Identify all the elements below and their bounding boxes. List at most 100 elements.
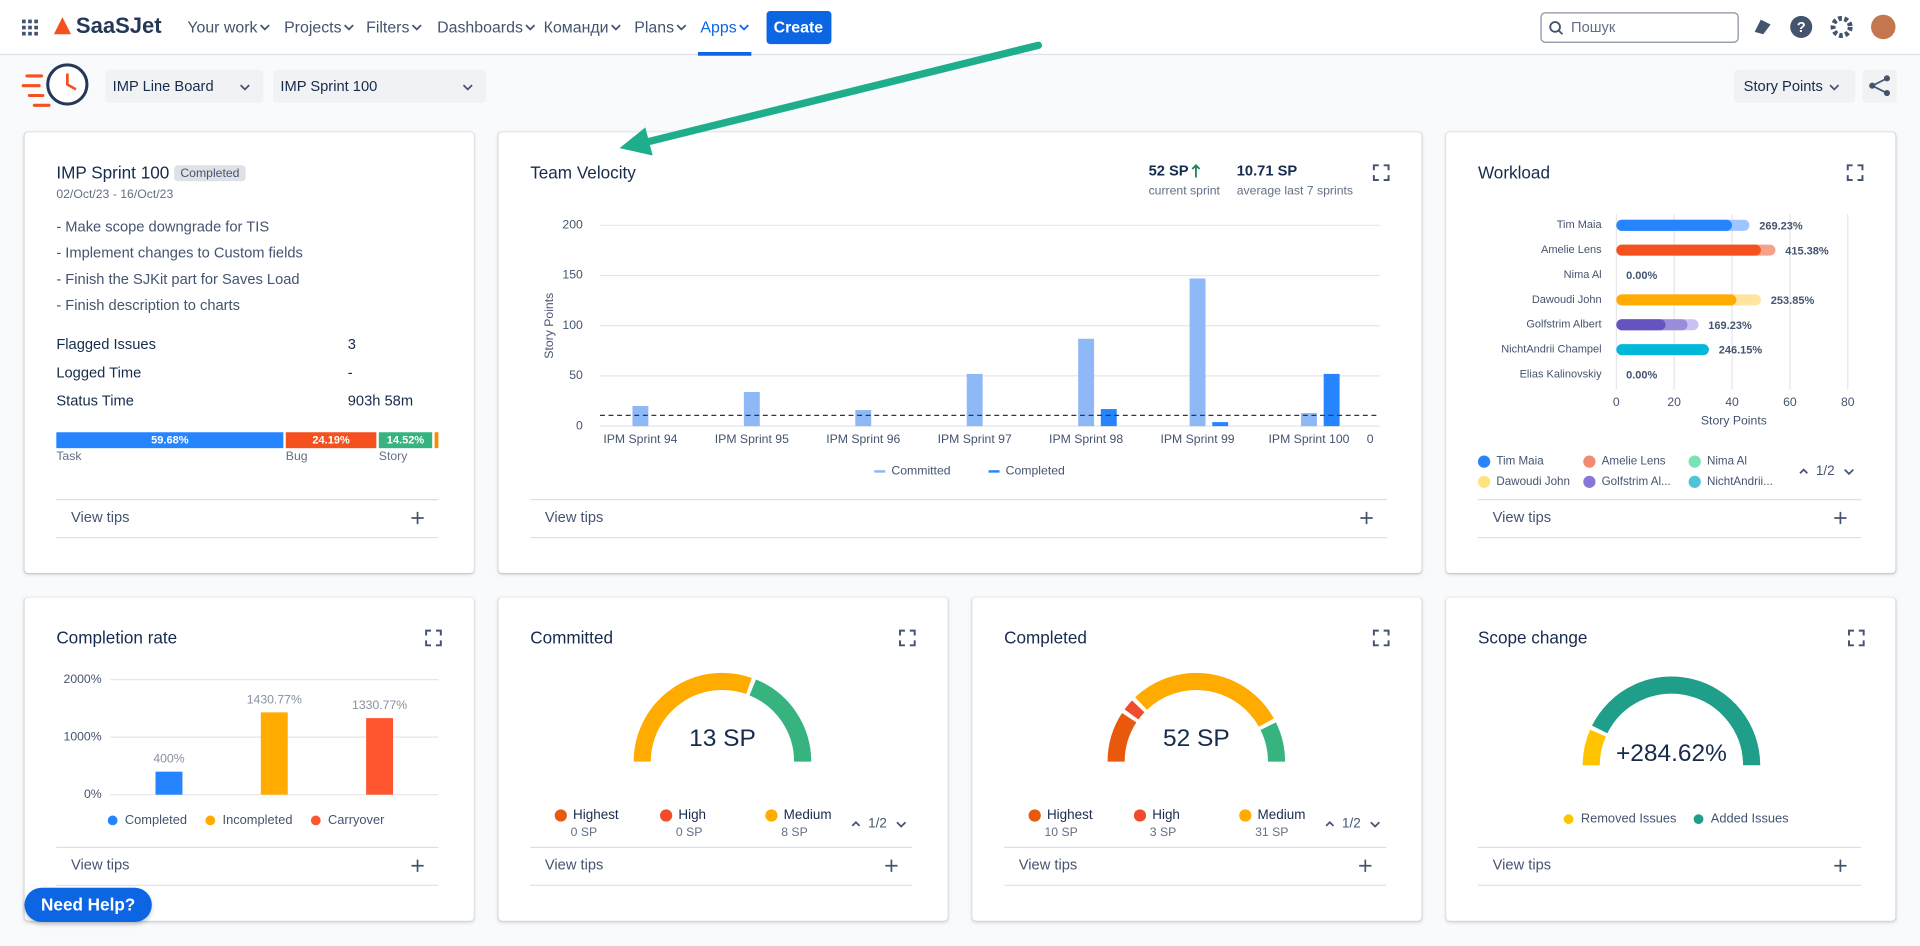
- gauge-center-label: 13 SP: [689, 725, 756, 752]
- help-button[interactable]: [24, 887, 152, 923]
- help-icon[interactable]: [1790, 15, 1813, 38]
- expand-icon[interactable]: [1372, 164, 1390, 181]
- card-title: Scope change: [1478, 628, 1588, 648]
- create-button[interactable]: [766, 11, 832, 45]
- value-label: 1430.77%: [247, 692, 302, 706]
- expand-icon[interactable]: [899, 629, 916, 647]
- plus-icon[interactable]: [1359, 859, 1372, 872]
- sprint-note: - Implement changes to Custom fields: [56, 246, 303, 262]
- expand-icon[interactable]: [1846, 164, 1864, 181]
- avatar[interactable]: [1871, 14, 1896, 40]
- measure-select-label[interactable]: Story Points: [1744, 79, 1823, 95]
- nav-item[interactable]: Команди: [544, 19, 609, 36]
- gauge-segment: [749, 679, 812, 762]
- completion-card: [24, 597, 474, 921]
- legend-value: 8 SP: [781, 825, 808, 839]
- card-title: Workload: [1478, 162, 1550, 182]
- help-label[interactable]: Need Help?: [41, 895, 135, 915]
- legend-label: Nima Al: [1707, 455, 1747, 468]
- share-button[interactable]: [1862, 69, 1897, 103]
- trend-up-icon: [1191, 164, 1201, 178]
- workload-bar: [1616, 219, 1733, 231]
- chevron-down: [1370, 821, 1380, 828]
- value-label: 400%: [153, 752, 184, 766]
- plus-icon[interactable]: [1360, 511, 1373, 525]
- chevron-up: [1325, 821, 1335, 827]
- view-tips[interactable]: View tips: [1493, 510, 1552, 526]
- chevron-down: [525, 24, 536, 31]
- expand-icon[interactable]: [1372, 629, 1390, 647]
- view-tips[interactable]: View tips: [1493, 858, 1552, 874]
- view-tips[interactable]: View tips: [545, 858, 604, 874]
- legend-label: Completed: [125, 812, 187, 827]
- plus-icon[interactable]: [1834, 511, 1847, 525]
- search-icon: [1549, 21, 1561, 33]
- legend-swatch: [205, 815, 216, 826]
- nav-item[interactable]: Your work: [187, 19, 257, 36]
- row-label: Golfstrim Albert: [1526, 319, 1601, 331]
- y-tick-label: 150: [562, 268, 583, 282]
- plus-icon[interactable]: [411, 859, 424, 872]
- bar: [1301, 413, 1317, 427]
- nav-item[interactable]: Filters: [366, 19, 409, 36]
- distribution-segment: [285, 432, 377, 449]
- legend-swatch: [1477, 475, 1491, 488]
- expand-icon[interactable]: [425, 629, 442, 647]
- board-select[interactable]: [105, 69, 264, 103]
- chevron-down: [1844, 468, 1854, 476]
- bar: [1212, 422, 1229, 427]
- plus-icon[interactable]: [411, 511, 424, 525]
- legend-value: 3 SP: [1150, 825, 1177, 839]
- legend-label: Tim Maia: [1496, 455, 1544, 468]
- legend-label: Incompleted: [223, 812, 293, 827]
- pager[interactable]: 1/2: [868, 816, 887, 831]
- search-box[interactable]: [1540, 12, 1739, 43]
- pager[interactable]: 1/2: [1342, 816, 1361, 831]
- expand-icon[interactable]: [1848, 629, 1865, 647]
- legend-label: Highest: [1047, 807, 1093, 822]
- measure-select[interactable]: [1733, 69, 1856, 103]
- segment-label: 24.19%: [312, 435, 350, 447]
- workload-bar: [1616, 344, 1709, 356]
- app-switcher[interactable]: [22, 19, 38, 36]
- nav-item[interactable]: Plans: [634, 19, 674, 36]
- chevron-down: [610, 24, 621, 31]
- view-tips[interactable]: View tips: [71, 858, 130, 874]
- legend-label: Golfstrim Al...: [1602, 475, 1671, 488]
- nav-item[interactable]: Apps: [700, 19, 736, 36]
- y2-tick-label: 0: [1367, 432, 1374, 446]
- sprint-select[interactable]: [273, 69, 487, 103]
- view-tips[interactable]: View tips: [71, 510, 130, 526]
- status-badge: Completed: [180, 166, 239, 180]
- plus-icon[interactable]: [885, 859, 898, 872]
- board-select-label[interactable]: IMP Line Board: [113, 79, 214, 95]
- nav-item[interactable]: Projects: [284, 19, 342, 36]
- stat-value: 903h 58m: [348, 394, 413, 410]
- search-icon-handle: [1558, 29, 1564, 35]
- legend-value: 0 SP: [571, 825, 598, 839]
- legend-swatch: [1688, 475, 1701, 488]
- plus-icon[interactable]: [1834, 859, 1847, 872]
- legend-label: Medium: [1258, 807, 1306, 822]
- create-label[interactable]: Create: [774, 19, 824, 36]
- chevron-down: [240, 84, 250, 91]
- notifications-icon[interactable]: [1754, 19, 1771, 35]
- legend-label: High: [678, 807, 706, 822]
- bar: [855, 410, 872, 427]
- view-tips[interactable]: View tips: [545, 510, 604, 526]
- sprint-note: - Finish description to charts: [56, 298, 240, 314]
- sprint-select-label[interactable]: IMP Sprint 100: [280, 79, 377, 95]
- legend-label: Added Issues: [1711, 811, 1789, 826]
- gauge-segment: [633, 672, 752, 762]
- settings-icon[interactable]: [1830, 15, 1853, 38]
- legend-label: Removed Issues: [1581, 811, 1677, 826]
- search-placeholder: Пошук: [1571, 20, 1616, 36]
- x-axis-label: Story Points: [1701, 413, 1767, 427]
- view-tips[interactable]: View tips: [1019, 858, 1078, 874]
- chevron-down: [259, 24, 270, 31]
- nav-item[interactable]: Dashboards: [437, 19, 523, 36]
- stat-value: 3: [348, 337, 356, 353]
- pager[interactable]: 1/2: [1816, 463, 1835, 478]
- chevron-down: [739, 24, 749, 31]
- x-tick-label: 40: [1725, 395, 1739, 409]
